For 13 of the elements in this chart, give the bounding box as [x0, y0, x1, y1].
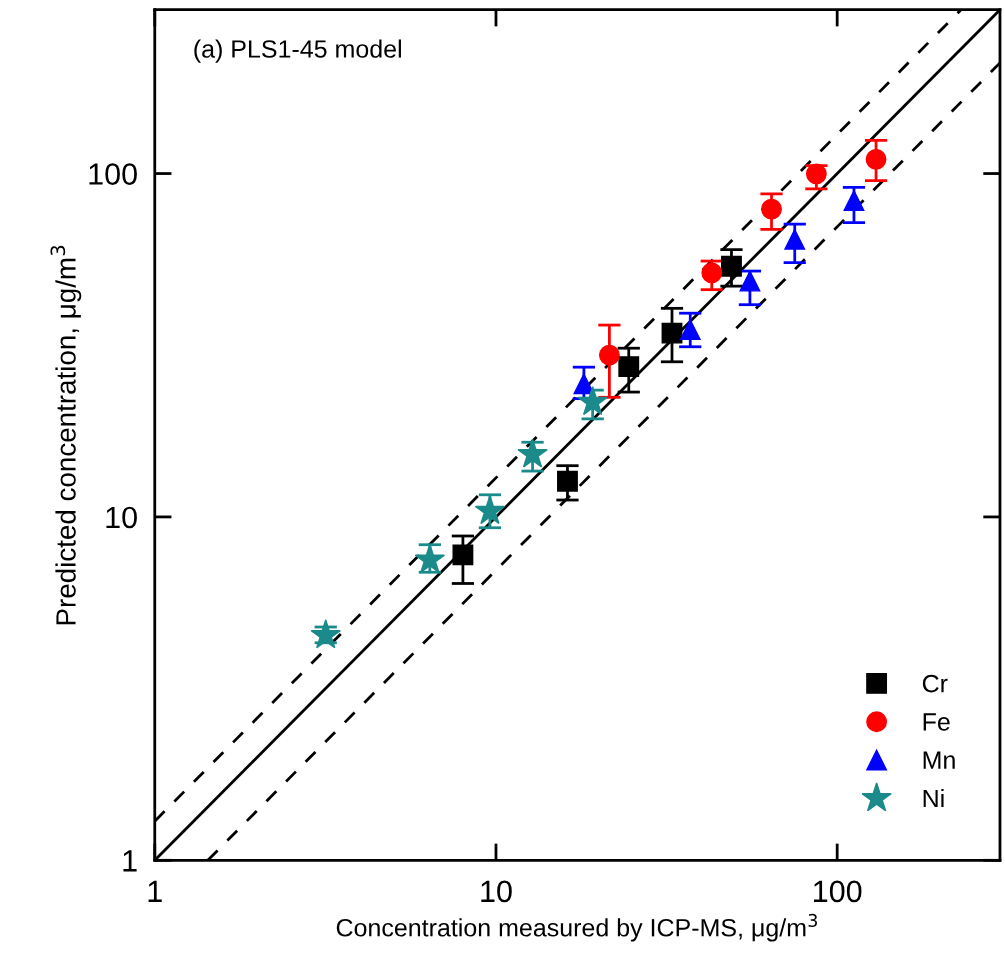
y-tick-label: 1 [123, 850, 137, 872]
y-tick-label: 10 [106, 506, 137, 529]
y-axis-title: Predicted concentration, μg/m$^{3}$ [50, 245, 82, 625]
x-tick-label: 100 [814, 880, 862, 903]
legend-label: Mn [923, 751, 955, 769]
legend-label: Ni [923, 788, 944, 808]
text: (a) PLS1-45 model [194, 39, 401, 63]
x-tick-label: 1 [148, 880, 162, 902]
x-tick-label: 10 [481, 880, 512, 903]
x-axis-title: Concentration measured by ICP-MS, μg/m$^{3}$ [336, 913, 817, 942]
legend-label: Fe [923, 713, 950, 731]
y-tick-label: 100 [89, 163, 137, 185]
legend-label: Cr [922, 674, 948, 693]
